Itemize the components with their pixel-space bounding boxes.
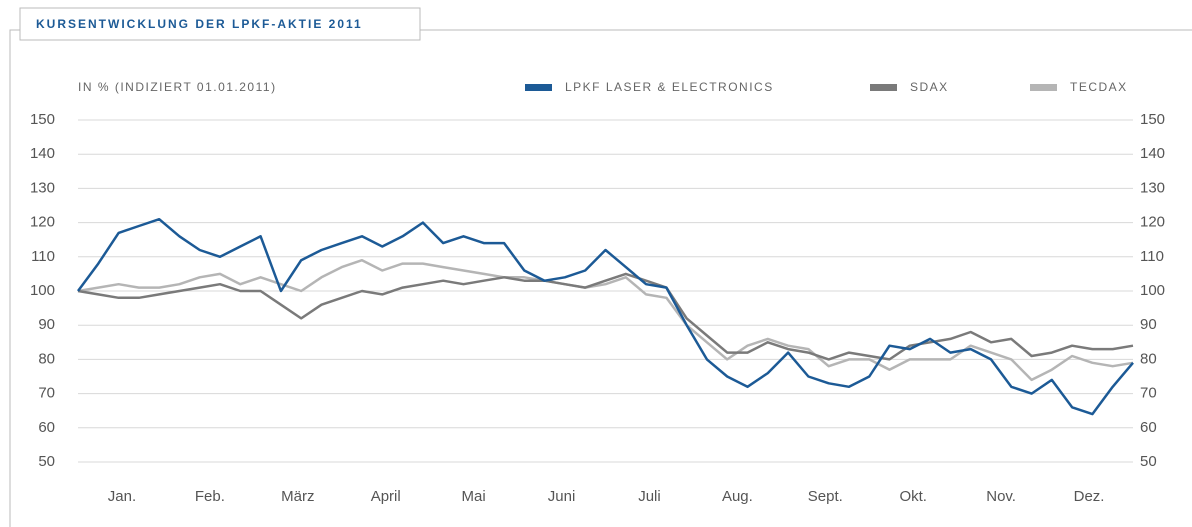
y2-tick-label: 140 [1140,145,1165,162]
title-box [19,7,421,41]
y2-tick-label: 130 [1140,179,1165,196]
x-tick-label: Juni [548,488,576,505]
y2-tick-label: 60 [1140,419,1157,436]
series-line [76,217,1134,416]
y-tick-label: 140 [30,145,55,162]
series-line [77,258,1134,382]
x-tick-label: Juli [638,488,661,505]
y-tick-label: 120 [30,214,55,231]
legend-label: LPKF LASER & ELECTRONICS [565,80,774,94]
y2-tick-label: 120 [1140,214,1165,231]
x-tick-label: Sept. [808,488,843,505]
x-tick-label: Nov. [986,488,1016,505]
x-tick-label: April [371,488,401,505]
y2-tick-label: 70 [1140,385,1157,402]
frame [9,29,1192,527]
y-tick-label: 100 [30,282,55,299]
y2-tick-label: 100 [1140,282,1165,299]
y-axis-label: IN % (INDIZIERT 01.01.2011) [78,80,277,94]
y-tick-label: 110 [31,248,55,265]
y2-tick-label: 150 [1140,111,1165,128]
y2-tick-label: 110 [1140,248,1164,265]
x-tick-label: Jan. [108,488,136,505]
legend-swatch [870,84,897,91]
x-tick-label: Feb. [195,488,225,505]
series-line [77,272,1134,361]
y2-tick-label: 50 [1140,453,1157,470]
y-tick-label: 90 [38,316,55,333]
y-tick-label: 150 [30,111,55,128]
y-tick-label: 50 [38,453,55,470]
x-tick-label: Dez. [1074,488,1105,505]
x-tick-label: Aug. [722,488,753,505]
legend-swatch [1030,84,1057,91]
x-tick-label: März [281,488,314,505]
x-tick-label: Mai [462,488,486,505]
y2-tick-label: 80 [1140,350,1157,367]
legend-swatch [525,84,552,91]
legend-label: TECDAX [1070,80,1128,94]
y-tick-label: 130 [30,179,55,196]
x-tick-label: Okt. [899,488,927,505]
y-tick-label: 60 [38,419,55,436]
chart-title: KURSENTWICKLUNG DER LPKF-AKTIE 2011 [36,17,363,31]
y-tick-label: 80 [38,350,55,367]
y2-tick-label: 90 [1140,316,1157,333]
legend-label: SDAX [910,80,949,94]
y-tick-label: 70 [38,385,55,402]
